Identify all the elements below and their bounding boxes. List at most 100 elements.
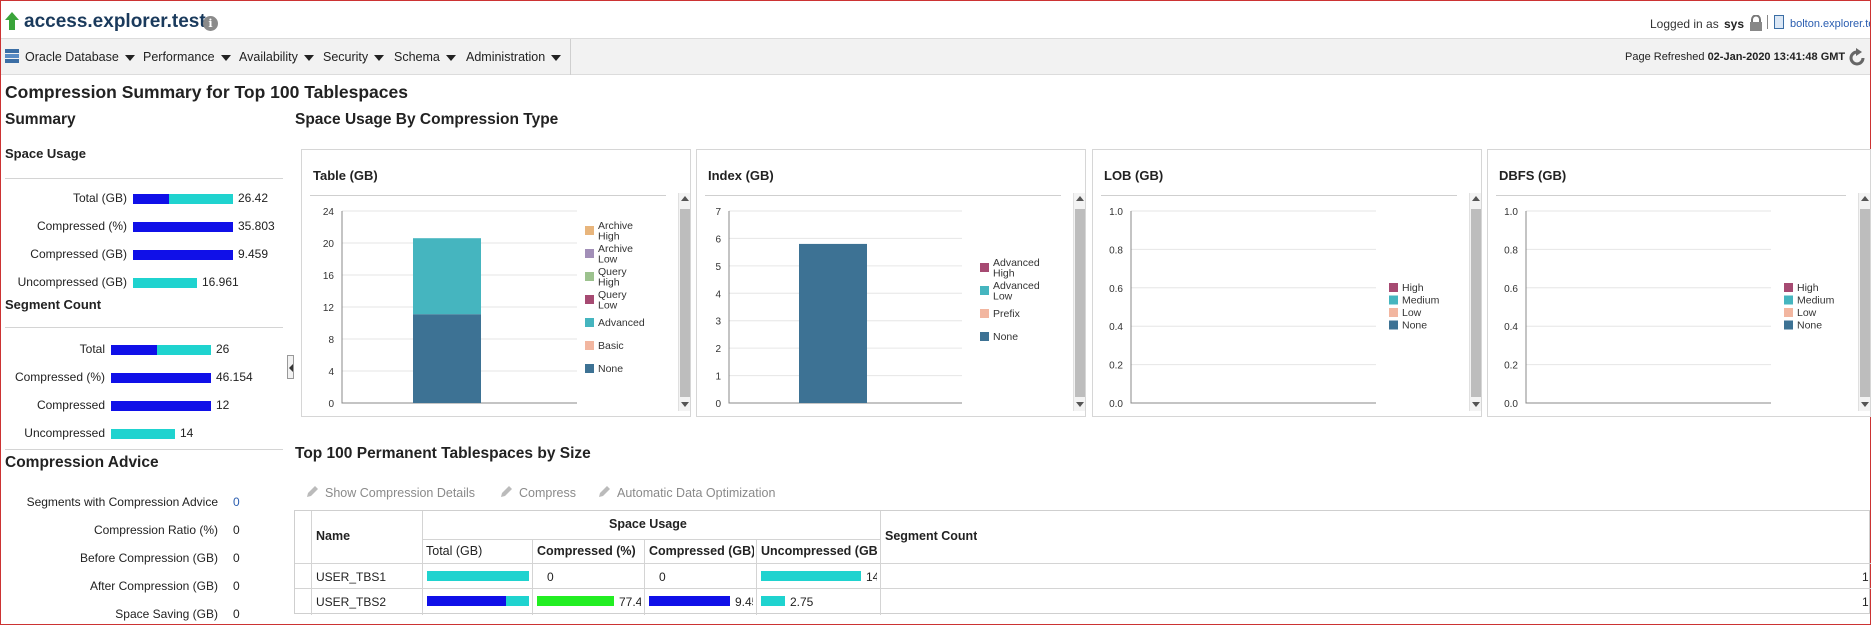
scroll-up-icon[interactable] <box>1076 196 1084 201</box>
scroll-down-icon[interactable] <box>1861 402 1869 407</box>
legend-swatch <box>1784 308 1793 317</box>
divider <box>756 539 757 615</box>
caret-down-icon <box>551 54 562 61</box>
legend-swatch <box>1784 320 1793 330</box>
menu-availability[interactable]: Availability <box>239 50 314 64</box>
advice-row-value: 0 <box>233 607 240 621</box>
legend-label-line: Low <box>598 300 618 312</box>
menu-label: Oracle Database <box>25 50 119 64</box>
scroll-up-icon[interactable] <box>1861 196 1869 201</box>
site-title[interactable]: access.explorer.test <box>24 11 206 32</box>
bar-segment-none[interactable] <box>799 243 867 403</box>
scrollbar[interactable] <box>1073 193 1085 411</box>
menu-performance[interactable]: Performance <box>143 50 231 64</box>
scroll-thumb[interactable] <box>1860 209 1870 397</box>
menu-administration[interactable]: Administration <box>466 50 562 64</box>
summary-row-label: Total <box>79 342 105 356</box>
legend-label: Query High <box>598 266 627 289</box>
chart-card: DBFS (GB) 0.0 0.2 0.4 0.6 0.8 1.0 High Medium Low… <box>1487 149 1871 417</box>
refresh-time: 02-Jan-2020 13:41:48 GMT <box>1707 51 1846 63</box>
bar-segment-none[interactable] <box>413 314 481 403</box>
scroll-thumb[interactable] <box>1471 209 1481 397</box>
bar-segment-advanced[interactable] <box>413 238 481 315</box>
scroll-thumb[interactable] <box>1075 209 1085 397</box>
tablespace-name[interactable]: USER_TBS2 <box>316 595 387 609</box>
scroll-down-icon[interactable] <box>681 402 689 407</box>
segment-count-heading: Segment Count <box>5 297 102 312</box>
y-tick-label: 0.6 <box>1504 284 1518 295</box>
scroll-up-icon[interactable] <box>1472 196 1480 201</box>
scroll-thumb[interactable] <box>680 209 690 397</box>
y-tick-label: 0.8 <box>1504 245 1518 256</box>
scroll-down-icon[interactable] <box>1076 402 1084 407</box>
show-compression-details-button[interactable]: Show Compression Details <box>305 485 475 500</box>
y-tick-label: 5 <box>715 262 721 273</box>
y-tick-label: 0.4 <box>1109 322 1123 333</box>
legend-label: Low <box>1797 307 1817 319</box>
y-tick-label: 0.8 <box>1109 245 1123 256</box>
y-tick-label: 8 <box>328 335 334 346</box>
legend-label: Medium <box>1402 295 1440 307</box>
legend-label-line: Low <box>993 291 1013 303</box>
col-name[interactable]: Name <box>316 529 351 543</box>
legend-swatch <box>1784 283 1793 292</box>
legend-label: Advanced <box>598 317 645 329</box>
summary-row-value: 14 <box>180 426 194 440</box>
y-tick-label: 3 <box>715 317 721 328</box>
y-tick-label: 0.6 <box>1109 284 1123 295</box>
advice-count-link[interactable]: 0 <box>233 495 240 509</box>
y-tick-label: 4 <box>715 289 721 300</box>
divider <box>5 327 283 328</box>
compressed-bar <box>133 222 233 232</box>
legend-swatch <box>585 295 594 304</box>
compressed-bar <box>111 345 157 355</box>
automatic-data-optimization-button[interactable]: Automatic Data Optimization <box>597 485 775 500</box>
legend-label: Medium <box>1797 295 1835 307</box>
y-tick-label: 0.0 <box>1109 399 1123 410</box>
database-icon <box>5 49 19 63</box>
y-tick-label: 4 <box>328 367 334 378</box>
legend-label-line: Low <box>598 254 618 266</box>
col-uncompressed-gb[interactable]: Uncompressed (GB) <box>761 544 878 558</box>
summary-row-label: Compressed <box>36 398 105 412</box>
scrollbar[interactable] <box>678 193 690 411</box>
compressed-pct-bar <box>537 596 614 606</box>
legend-swatch <box>1389 295 1398 305</box>
menu-oracle-database[interactable]: Oracle Database <box>25 50 135 64</box>
lock-icon[interactable] <box>1749 15 1763 31</box>
legend-label: None <box>993 331 1018 343</box>
host-link[interactable]: bolton.explorer.test <box>1790 18 1870 30</box>
total-uncompressed-bar <box>427 571 529 581</box>
info-icon[interactable]: i <box>203 16 218 31</box>
col-compressed-gb[interactable]: Compressed (GB) <box>649 544 754 558</box>
refresh-icon[interactable] <box>1847 48 1867 68</box>
menu-schema[interactable]: Schema <box>394 50 456 64</box>
caret-down-icon <box>124 54 135 61</box>
legend-swatch <box>1389 308 1398 317</box>
total-uncompressed-bar <box>506 596 529 606</box>
space-usage-by-type-heading: Space Usage By Compression Type <box>295 111 559 128</box>
menu-security[interactable]: Security <box>323 50 385 64</box>
legend-label: Archive High <box>598 220 633 243</box>
scrollbar[interactable] <box>1469 193 1481 411</box>
legend-label: Advanced Low <box>993 280 1040 303</box>
panel-splitter[interactable] <box>287 355 294 379</box>
caret-down-icon <box>220 54 231 61</box>
pencil-icon <box>599 486 610 497</box>
uncompressed-bar <box>111 429 175 439</box>
scroll-up-icon[interactable] <box>681 196 689 201</box>
scroll-down-icon[interactable] <box>1472 402 1480 407</box>
compress-button[interactable]: Compress <box>499 485 576 500</box>
col-compressed-pct[interactable]: Compressed (%) <box>537 544 636 558</box>
y-tick-label: 0 <box>328 399 334 410</box>
col-segment-count[interactable]: Segment Count <box>885 529 978 543</box>
scrollbar[interactable] <box>1858 193 1870 411</box>
summary-row-label: Compressed (GB) <box>30 247 127 261</box>
tablespace-name[interactable]: USER_TBS1 <box>316 570 387 584</box>
divider <box>5 449 283 450</box>
col-total[interactable]: Total (GB) <box>426 544 483 558</box>
summary-row-value: 16.961 <box>202 275 239 289</box>
advice-row-label: Compression Ratio (%) <box>93 523 218 537</box>
divider <box>422 539 880 540</box>
compressed-pct-value: 77.4 <box>619 595 641 609</box>
